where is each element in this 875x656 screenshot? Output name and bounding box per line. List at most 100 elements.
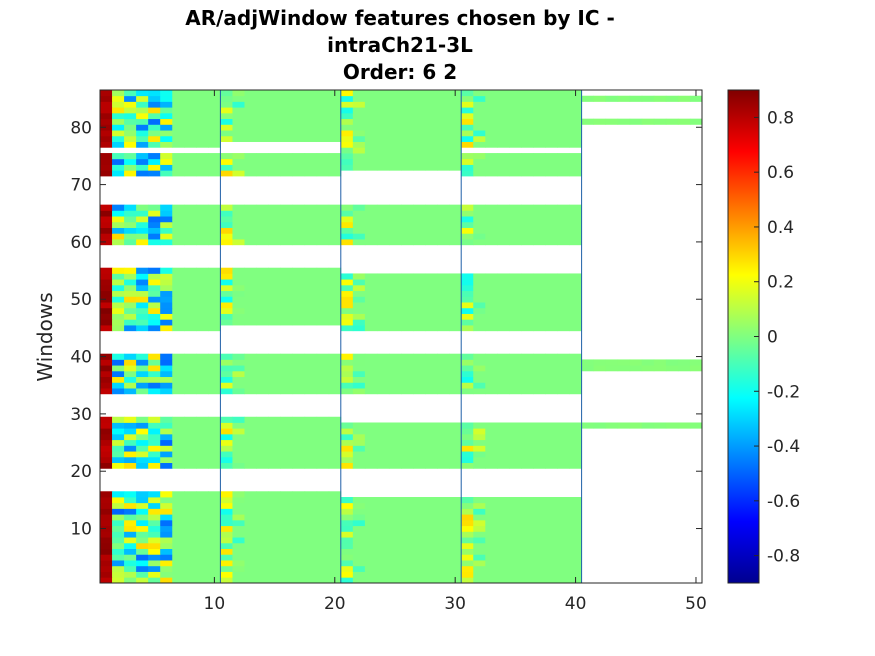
- heatmap-cell: [425, 164, 438, 171]
- heatmap-cell: [521, 95, 534, 102]
- heatmap-cell: [184, 158, 197, 165]
- heatmap-cell: [244, 296, 257, 303]
- heatmap-cell: [388, 233, 402, 240]
- heatmap-cell: [449, 382, 462, 389]
- heatmap-cell: [160, 90, 173, 97]
- heatmap-cell: [208, 497, 221, 504]
- heatmap-cell: [184, 439, 197, 446]
- heatmap-cell: [581, 422, 595, 429]
- heatmap-cell: [533, 307, 546, 314]
- heatmap-cell: [653, 95, 667, 102]
- heatmap-cell: [316, 107, 330, 114]
- heatmap-cell: [208, 519, 221, 527]
- heatmap-cell: [124, 388, 137, 395]
- heatmap-cell: [497, 554, 510, 561]
- heatmap-cell: [509, 433, 522, 441]
- heatmap-cell: [316, 353, 330, 360]
- heatmap-cell: [184, 370, 197, 378]
- heatmap-cell: [292, 445, 306, 452]
- heatmap-cell: [100, 537, 113, 544]
- heatmap-cell: [677, 118, 691, 125]
- heatmap-cell: [100, 216, 113, 223]
- heatmap-cell: [376, 560, 390, 567]
- heatmap-cell: [328, 445, 342, 452]
- heatmap-cell: [100, 95, 113, 102]
- heatmap-cell: [100, 233, 113, 240]
- heatmap-cell: [316, 451, 330, 458]
- heatmap-cell: [364, 359, 378, 366]
- heatmap-cell: [136, 560, 149, 567]
- heatmap-cell: [196, 325, 209, 332]
- heatmap-cell: [256, 508, 269, 515]
- heatmap-cell: [292, 542, 306, 549]
- heatmap-cell: [328, 302, 342, 309]
- heatmap-cell: [136, 296, 149, 303]
- heatmap-cell: [316, 233, 330, 240]
- heatmap-cell: [521, 313, 534, 320]
- heatmap-cell: [268, 284, 281, 292]
- heatmap-cell: [280, 107, 294, 114]
- heatmap-cell: [569, 204, 582, 211]
- heatmap-cell: [485, 204, 498, 211]
- heatmap-cell: [521, 107, 534, 114]
- heatmap-cell: [220, 164, 233, 171]
- heatmap-cell: [328, 233, 342, 240]
- heatmap-cell: [232, 233, 245, 240]
- heatmap-cell: [388, 525, 402, 532]
- colorbar-tick-label: -0.6: [767, 492, 800, 512]
- heatmap-cell: [268, 502, 281, 509]
- heatmap-cell: [196, 284, 209, 292]
- heatmap-cell: [593, 422, 607, 429]
- heatmap-cell: [581, 95, 595, 102]
- y-tick-label: 10: [70, 520, 92, 540]
- heatmap-cell: [509, 502, 522, 509]
- heatmap-cell: [425, 135, 438, 142]
- heatmap-cell: [497, 90, 510, 97]
- heatmap-cell: [316, 577, 330, 583]
- heatmap-cell: [304, 239, 318, 246]
- heatmap-cell: [461, 537, 474, 544]
- heatmap-cell: [533, 370, 546, 378]
- heatmap-cell: [148, 525, 161, 532]
- heatmap-cell: [304, 112, 318, 120]
- heatmap-cell: [160, 164, 173, 171]
- heatmap-cell: [401, 239, 414, 246]
- heatmap-cell: [545, 239, 558, 246]
- heatmap-cell: [413, 273, 426, 280]
- heatmap-cell: [196, 422, 209, 429]
- heatmap-cell: [364, 497, 378, 504]
- heatmap-cell: [172, 141, 185, 148]
- heatmap-cell: [136, 365, 149, 372]
- heatmap-cell: [461, 525, 474, 532]
- heatmap-cell: [629, 118, 643, 125]
- heatmap-cell: [220, 376, 233, 383]
- heatmap-cell: [148, 445, 161, 452]
- heatmap-cell: [569, 210, 582, 217]
- heatmap-cell: [124, 514, 137, 521]
- heatmap-cell: [413, 216, 426, 223]
- heatmap-cell: [413, 422, 426, 429]
- heatmap-cell: [316, 560, 330, 567]
- heatmap-cell: [148, 514, 161, 521]
- heatmap-cell: [461, 112, 474, 120]
- heatmap-cell: [449, 365, 462, 372]
- heatmap-cell: [461, 279, 474, 286]
- heatmap-cell: [557, 124, 570, 131]
- heatmap-cell: [497, 519, 510, 527]
- heatmap-cell: [497, 497, 510, 504]
- heatmap-cell: [220, 170, 233, 177]
- heatmap-cell: [328, 95, 342, 102]
- heatmap-cell: [449, 571, 462, 578]
- colorbar-tick-label: 0.8: [767, 108, 794, 128]
- heatmap-cell: [388, 433, 402, 441]
- heatmap-cell: [497, 422, 510, 429]
- heatmap-cell: [437, 508, 450, 515]
- heatmap-cell: [160, 548, 173, 555]
- heatmap-cell: [509, 284, 522, 292]
- heatmap-cell: [148, 325, 161, 332]
- heatmap-cell: [208, 170, 221, 177]
- heatmap-cell: [545, 497, 558, 504]
- heatmap-cell: [376, 497, 390, 504]
- heatmap-cell: [437, 233, 450, 240]
- heatmap-cell: [497, 204, 510, 211]
